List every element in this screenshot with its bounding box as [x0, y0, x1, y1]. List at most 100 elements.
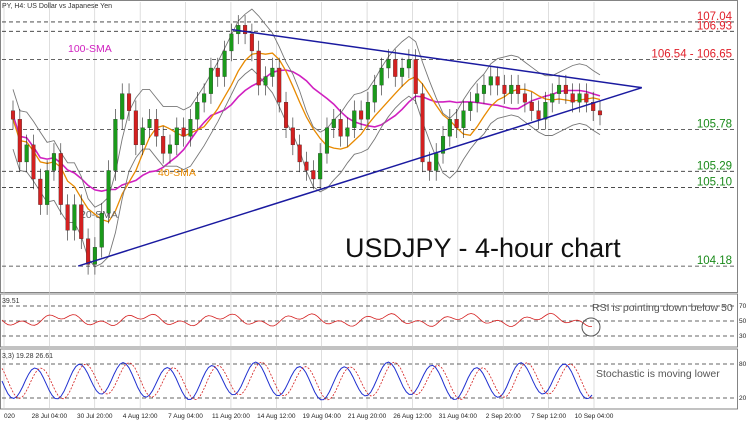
indicator-line	[12, 52, 601, 223]
candle-body	[277, 67, 282, 103]
candle-body	[406, 59, 411, 69]
candle-body	[543, 102, 548, 120]
candle-body	[304, 161, 309, 171]
candle-body	[263, 76, 268, 86]
stoch-level-label: 80	[739, 361, 747, 368]
x-tick-label: 14 Aug 12:00	[257, 413, 296, 420]
candle-body	[120, 93, 125, 120]
candle-body	[229, 33, 234, 52]
candle-body	[99, 213, 104, 248]
candle-body	[502, 84, 507, 94]
chart-title: USDJPY - 4-hour chart	[345, 233, 621, 263]
candle-body	[256, 50, 261, 86]
candle-body	[147, 119, 152, 128]
candle-body	[140, 127, 145, 146]
candle-body	[208, 67, 213, 94]
candle-body	[181, 127, 186, 137]
candle-body	[45, 170, 50, 205]
candle-body	[86, 238, 91, 265]
candle-body	[352, 110, 357, 128]
candle-body	[10, 110, 16, 120]
candle-body	[591, 102, 596, 111]
candle-body	[359, 110, 364, 120]
x-tick-label: 2 Sep 20:00	[486, 413, 521, 420]
candle-body	[72, 204, 77, 231]
rsi-annotation: RSI is pointing down below 50	[592, 302, 733, 314]
candle-body	[17, 119, 22, 163]
price-level-label: 107.04	[697, 11, 733, 23]
candle-body	[331, 119, 336, 128]
rsi-level-label: 50	[739, 318, 747, 325]
candle-body	[550, 93, 555, 103]
stoch-annotation: Stochastic is moving lower	[596, 368, 720, 380]
candle-body	[481, 84, 486, 94]
candle-body	[386, 59, 391, 69]
candle-body	[92, 247, 97, 265]
candle-body	[454, 119, 459, 128]
candle-body	[188, 119, 193, 137]
candle-body	[24, 144, 29, 163]
candle-body	[536, 110, 541, 120]
candle-body	[522, 93, 527, 103]
candle-body	[495, 76, 500, 86]
candle-body	[420, 93, 425, 163]
x-tick-label: 10 Sep 04:00	[575, 413, 614, 420]
candle-body	[215, 67, 220, 77]
candle-body	[584, 93, 589, 103]
candle-body	[379, 67, 384, 86]
candle-body	[65, 204, 70, 231]
rsi-level-label: 70	[739, 303, 747, 310]
candle-body	[365, 102, 370, 120]
candle-body	[222, 50, 227, 77]
candle-body	[570, 93, 575, 103]
candle-body	[311, 170, 316, 180]
rsi-level-label: 30	[739, 333, 747, 340]
price-level-label: 105.78	[697, 118, 732, 130]
rsi-panel	[0, 293, 738, 348]
candle-body	[133, 110, 138, 146]
candle-body	[113, 119, 118, 171]
candle-body	[243, 25, 248, 35]
candle-body	[195, 102, 200, 120]
candle-body	[202, 93, 207, 103]
candle-body	[249, 33, 254, 52]
candle-body	[338, 119, 343, 137]
candle-body	[161, 136, 166, 154]
candle-body	[345, 127, 350, 137]
stoch-signal-line	[1, 361, 593, 401]
candle-body	[529, 102, 534, 111]
price-level-label: 106.93	[697, 20, 732, 32]
price-level-label: 106.54 - 106.65	[651, 48, 732, 60]
candle-body	[51, 153, 56, 171]
candle-body	[516, 84, 521, 94]
price-level-label: 104.18	[697, 255, 732, 267]
candle-body	[372, 84, 377, 103]
candle-body	[461, 110, 466, 128]
x-tick-label: 11 Aug 20:00	[212, 413, 250, 420]
x-tick-label: 020	[4, 413, 15, 420]
indicator-label: 100-SMA	[68, 43, 112, 55]
x-tick-label: 31 Aug 04:00	[439, 413, 478, 420]
candle-body	[167, 144, 173, 154]
x-tick-label: 7 Sep 12:00	[531, 413, 566, 420]
price-level-label: 105.10	[697, 177, 732, 189]
candle-body	[324, 127, 330, 154]
candle-body	[447, 119, 452, 137]
stoch-main-line	[1, 361, 593, 401]
candle-body	[597, 110, 603, 116]
rsi-highlight-circle	[581, 317, 601, 337]
candle-body	[154, 119, 159, 137]
candle-body	[440, 136, 446, 154]
candle-body	[427, 161, 432, 171]
candle-body	[270, 67, 275, 77]
candle-body	[563, 84, 568, 94]
indicator-line	[12, 8, 601, 208]
trendline	[231, 28, 642, 89]
candle-body	[393, 59, 398, 77]
stoch-value-label: 3,3) 19.28 26.61	[2, 353, 53, 360]
rsi-line	[1, 312, 592, 327]
x-tick-label: 21 Aug 20:00	[348, 413, 387, 420]
symbol-line: PY, H4: US Dollar vs Japanese Yen	[2, 3, 112, 10]
candle-body	[318, 153, 323, 180]
stoch-panel	[0, 348, 738, 410]
